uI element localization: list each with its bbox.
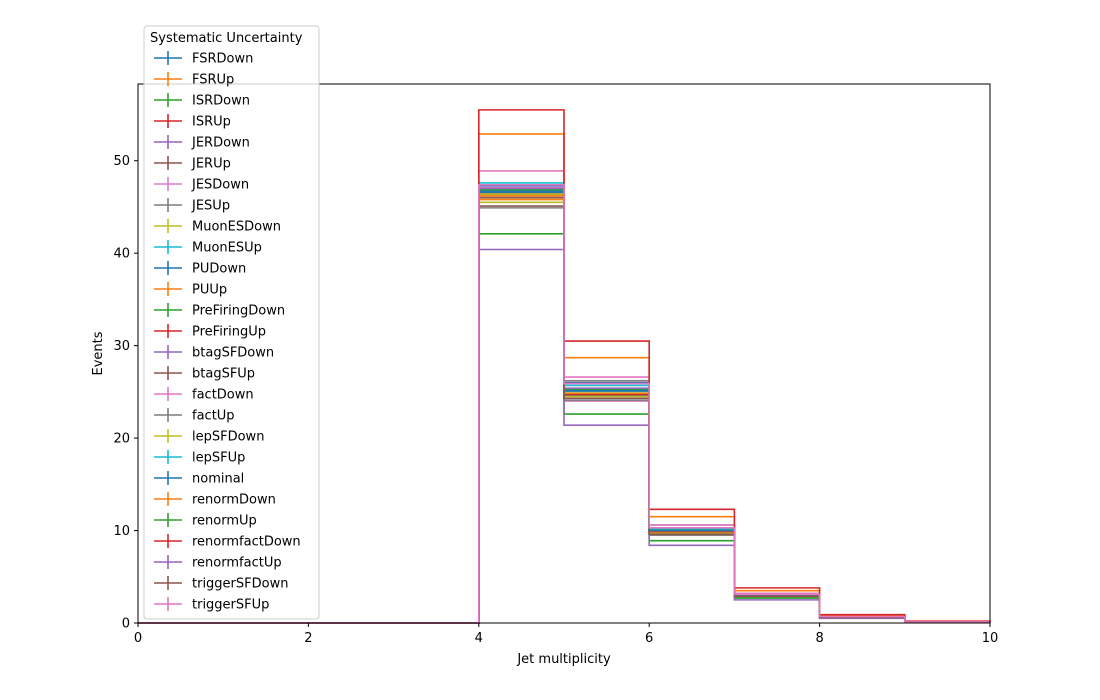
legend-entry-btagSFDown: btagSFDown [154,345,274,361]
legend-entry-JESDown: JESDown [154,177,249,193]
y-axis-label: Events [91,331,106,375]
legend-label: ISRUp [192,115,231,130]
y-tick-label: 0 [122,617,130,632]
legend-label: renormUp [192,514,257,529]
legend-entry-ISRUp: ISRUp [154,114,231,130]
legend-entry-renormUp: renormUp [154,513,257,529]
x-tick-label: 4 [475,631,483,646]
legend-label: MuonESUp [192,241,262,256]
legend-entry-MuonESDown: MuonESDown [154,219,281,235]
legend-label: FSRDown [192,52,253,67]
y-tick-label: 50 [113,154,130,169]
legend-label: MuonESDown [192,220,281,235]
legend-entry-ISRDown: ISRDown [154,93,250,109]
legend-label: btagSFDown [192,346,274,361]
legend-entry-PreFiringDown: PreFiringDown [154,303,285,319]
legend-label: JESUp [191,199,230,214]
legend-entry-renormfactUp: renormfactUp [154,555,282,571]
legend-label: factDown [192,388,254,403]
legend-entry-triggerSFDown: triggerSFDown [154,576,288,592]
y-tick-label: 30 [113,339,130,354]
legend-label: JERUp [191,157,231,172]
legend-label: JESDown [191,178,249,193]
legend-entry-lepSFDown: lepSFDown [154,429,264,445]
legend-entry-PreFiringUp: PreFiringUp [154,324,266,340]
x-axis-label: Jet multiplicity [516,652,611,667]
legend-entry-PUDown: PUDown [154,261,246,277]
legend: Systematic Uncertainty FSRDown FSRUp ISRDo… [143,25,320,620]
axes-frame [137,83,991,624]
y-tick-label: 20 [113,432,130,447]
legend-label: triggerSFUp [192,598,269,613]
y-tick-label: 40 [113,247,130,262]
legend-entry-JERDown: JERDown [154,135,250,151]
legend-entry-factDown: factDown [154,387,254,403]
legend-label: JERDown [191,136,250,151]
legend-label: nominal [192,472,244,487]
legend-box [143,25,320,620]
legend-label: renormfactUp [192,556,282,571]
legend-label: FSRUp [192,73,234,88]
legend-title: Systematic Uncertainty [150,31,303,46]
legend-label: triggerSFDown [192,577,288,592]
legend-label: lepSFUp [192,451,245,466]
legend-entry-JESUp: JESUp [154,198,230,214]
legend-entry-FSRUp: FSRUp [154,72,234,88]
legend-entry-btagSFUp: btagSFUp [154,366,255,382]
x-tick-label: 2 [304,631,312,646]
legend-label: PreFiringDown [192,304,285,319]
ticks-layer: 0 2 4 6 8 10 0 10 20 30 40 50 [113,154,998,646]
legend-label: PreFiringUp [192,325,266,340]
legend-label: lepSFDown [192,430,264,445]
legend-entry-factUp: factUp [154,408,235,424]
x-tick-label: 10 [982,631,999,646]
legend-entries: FSRDown FSRUp ISRDown ISRUp JERDown JERUp JESD… [154,51,301,613]
legend-entry-MuonESUp: MuonESUp [154,240,262,256]
legend-entry-renormDown: renormDown [154,492,276,508]
legend-label: factUp [192,409,235,424]
legend-entry-lepSFUp: lepSFUp [154,450,245,466]
y-tick-label: 10 [113,524,130,539]
legend-label: PUUp [192,283,227,298]
legend-label: renormDown [192,493,276,508]
legend-entry-PUUp: PUUp [154,282,227,298]
legend-entry-FSRDown: FSRDown [154,51,253,67]
legend-entry-renormfactDown: renormfactDown [154,534,301,550]
legend-entry-triggerSFUp: triggerSFUp [154,597,269,613]
legend-entry-nominal: nominal [154,471,244,487]
legend-label: ISRDown [192,94,250,109]
legend-label: renormfactDown [192,535,301,550]
x-tick-label: 0 [134,631,142,646]
legend-label: PUDown [192,262,246,277]
legend-entry-JERUp: JERUp [154,156,231,172]
x-tick-label: 8 [815,631,823,646]
legend-label: btagSFUp [192,367,255,382]
x-tick-label: 6 [645,631,653,646]
